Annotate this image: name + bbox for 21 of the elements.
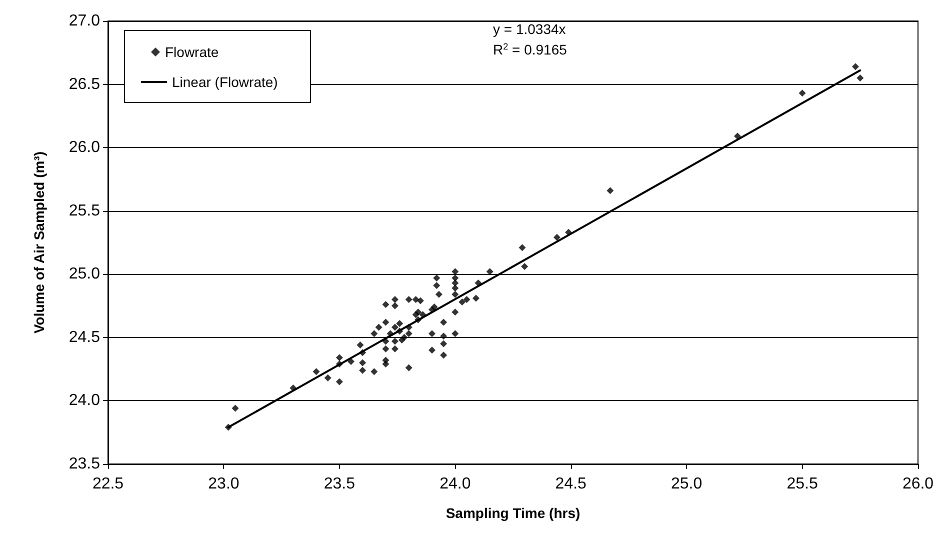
y-tick-label: 26.5 <box>68 76 100 93</box>
y-tick-label: 23.5 <box>68 456 100 472</box>
y-tick-label: 25.5 <box>68 202 100 220</box>
x-axis-title: Sampling Time (hrs) <box>446 505 580 521</box>
legend-label: Linear (Flowrate) <box>172 74 278 90</box>
x-tick-label: 23.5 <box>324 476 356 492</box>
y-tick-label: 25.0 <box>68 266 100 283</box>
x-tick-label: 23.0 <box>208 476 240 492</box>
x-tick-label: 22.5 <box>92 476 124 492</box>
legend-label: Flowrate <box>165 44 219 60</box>
annotation: y = 1.0334x <box>493 21 566 37</box>
y-tick-label: 26.0 <box>68 139 100 156</box>
y-tick-label: 24.5 <box>68 328 100 346</box>
y-tick-label: 24.0 <box>68 392 100 410</box>
x-tick-label: 26.0 <box>902 476 934 492</box>
y-tick-label: 27.0 <box>68 12 100 30</box>
x-tick-label: 25.5 <box>786 476 818 492</box>
x-tick-label: 25.0 <box>671 476 702 492</box>
y-axis-title: Volume of Air Sampled (m³) <box>31 151 47 334</box>
x-tick-label: 24.0 <box>440 476 471 492</box>
x-tick-label: 24.5 <box>555 476 587 492</box>
